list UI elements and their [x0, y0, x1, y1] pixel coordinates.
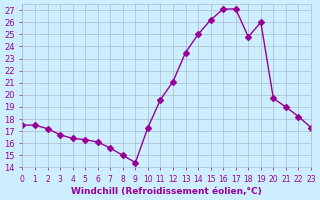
X-axis label: Windchill (Refroidissement éolien,°C): Windchill (Refroidissement éolien,°C)	[71, 187, 262, 196]
